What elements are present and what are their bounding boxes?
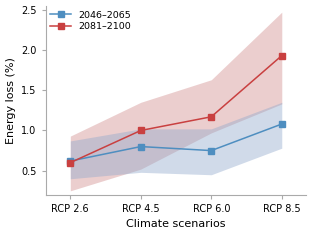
2046–2065 [68,160,72,162]
Line: 2081–2100: 2081–2100 [67,53,285,165]
2046–2065 [139,145,143,148]
2081–2100 [68,161,72,164]
2081–2100 [139,129,143,132]
Y-axis label: Energy loss (%): Energy loss (%) [6,57,16,144]
2046–2065 [280,123,284,125]
Legend: 2046–2065, 2081–2100: 2046–2065, 2081–2100 [48,8,133,33]
2081–2100 [209,115,213,118]
2081–2100 [280,54,284,57]
Line: 2046–2065: 2046–2065 [67,121,285,164]
2046–2065 [209,149,213,152]
X-axis label: Climate scenarios: Climate scenarios [126,219,226,229]
